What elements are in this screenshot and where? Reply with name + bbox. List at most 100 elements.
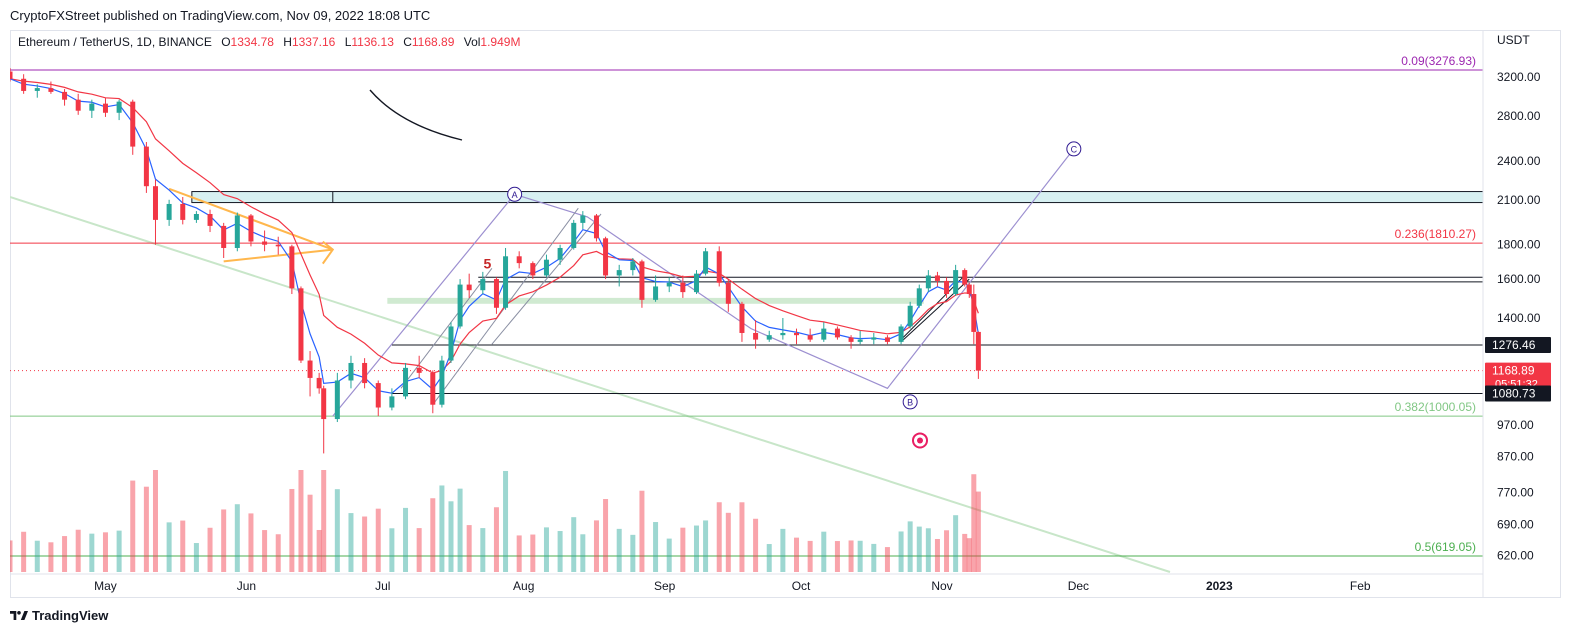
candle-2022-06-27 <box>362 358 368 389</box>
candle-body <box>944 280 950 295</box>
candle-body <box>466 284 472 291</box>
candle-2022-07-06 <box>403 362 409 400</box>
candle-2022-10-29 <box>925 270 931 293</box>
candle-body <box>680 282 686 293</box>
candle-body <box>593 215 599 239</box>
candle-2022-07-31 <box>516 251 522 269</box>
candle-2022-07-03 <box>389 388 395 411</box>
candle-body <box>389 396 395 408</box>
volume-bar <box>543 527 549 572</box>
volume-bar <box>944 530 950 572</box>
wave-label-B: B <box>907 397 913 407</box>
candle-2022-10-06 <box>821 322 827 342</box>
volume-bar <box>666 538 672 572</box>
volume-bar <box>389 528 395 572</box>
volume-bar <box>34 540 40 572</box>
freehand-stroke <box>369 89 463 141</box>
x-tick-Feb: Feb <box>1350 579 1371 593</box>
published-by-line: CryptoFXStreet published on TradingView.… <box>10 8 431 23</box>
channel-line-2 <box>400 268 493 389</box>
volume-bar <box>62 536 68 572</box>
volume-bar <box>289 488 295 572</box>
candle-2022-07-16 <box>448 322 454 363</box>
candle-body <box>248 215 254 242</box>
volume-bar <box>753 518 759 572</box>
price-badge-label-0: 1276.46 <box>1492 338 1536 352</box>
candle-2022-06-11 <box>289 244 295 295</box>
candle-2022-04-22 <box>62 89 68 106</box>
candle-2022-05-15 <box>166 199 172 226</box>
fast-moving-average <box>10 78 979 394</box>
y-tick-9: 770.00 <box>1497 485 1534 499</box>
open-key: O <box>221 35 231 49</box>
candle-2022-07-18 <box>457 279 463 329</box>
volume-bar <box>180 520 186 572</box>
volume-bar <box>821 531 827 572</box>
volume-bar <box>725 512 731 572</box>
candle-body <box>10 71 13 79</box>
candle-2022-09-30 <box>794 328 800 345</box>
candle-2022-08-22 <box>616 264 622 287</box>
volume-bar <box>884 547 890 572</box>
candle-2022-10-31 <box>934 271 940 287</box>
candle-body <box>180 203 186 220</box>
candle-2022-08-12 <box>571 219 577 250</box>
volume-bar <box>493 507 499 572</box>
y-tick-11: 620.00 <box>1497 549 1534 563</box>
candle-body <box>262 241 268 245</box>
y-tick-2: 2400.00 <box>1497 154 1541 168</box>
candle-body <box>75 99 81 111</box>
candle-2022-09-10 <box>703 247 709 276</box>
symbol-name[interactable]: Ethereum / TetherUS, 1D, BINANCE <box>18 35 212 49</box>
y-tick-10: 690.00 <box>1497 517 1534 531</box>
volume-bar <box>75 529 81 572</box>
candle-body <box>666 282 672 287</box>
candle-2022-05-01 <box>102 97 108 117</box>
x-tick-Oct: Oct <box>792 579 811 593</box>
volume-bar <box>971 474 977 572</box>
candle-body <box>907 305 913 327</box>
fib-label-0: 0.09(3276.93) <box>1401 54 1476 68</box>
candle-body <box>975 331 981 371</box>
candle-body <box>753 332 759 340</box>
tradingview-logo[interactable]: TradingView <box>10 608 108 623</box>
candle-body <box>480 279 486 291</box>
candle-body <box>89 103 95 111</box>
volume-bar <box>766 544 772 572</box>
volume-bar <box>362 516 368 572</box>
volume-bar <box>962 533 968 572</box>
candle-body <box>430 372 436 405</box>
wave-circle-B <box>902 394 918 410</box>
candle-2022-10-09 <box>834 326 840 340</box>
volume-bar <box>907 521 913 572</box>
candle-body <box>193 213 199 220</box>
x-tick-2023: 2023 <box>1206 579 1233 593</box>
candle-2022-10-12 <box>848 335 854 349</box>
currency-label: USDT <box>1497 33 1530 47</box>
x-tick-Sep: Sep <box>654 579 676 593</box>
volume-bar <box>102 532 108 572</box>
candle-body <box>543 259 549 276</box>
wave-label-A: A <box>512 190 518 200</box>
candle-body <box>557 247 563 260</box>
volume-value: 1.949M <box>480 35 521 49</box>
fib-label-3: 0.5(619.05) <box>1415 540 1476 554</box>
wave-label-5: 5 <box>483 255 491 271</box>
volume-bar <box>457 488 463 572</box>
volume-bar <box>130 480 136 572</box>
volume-bar <box>480 528 486 572</box>
candle-body <box>516 256 522 264</box>
x-tick-Nov: Nov <box>931 579 952 593</box>
candle-2022-11-06 <box>962 268 968 287</box>
candle-body <box>834 328 840 338</box>
volume-bar <box>116 530 122 572</box>
candle-2022-04-28 <box>89 99 95 118</box>
volume-bar <box>316 529 322 572</box>
candle-2022-09-21 <box>753 320 759 349</box>
candle-body <box>62 91 68 100</box>
candle-2022-09-15 <box>725 279 731 312</box>
candle-body <box>152 186 158 220</box>
price-badge-2 <box>1485 385 1551 402</box>
candle-2022-09-18 <box>739 301 745 342</box>
